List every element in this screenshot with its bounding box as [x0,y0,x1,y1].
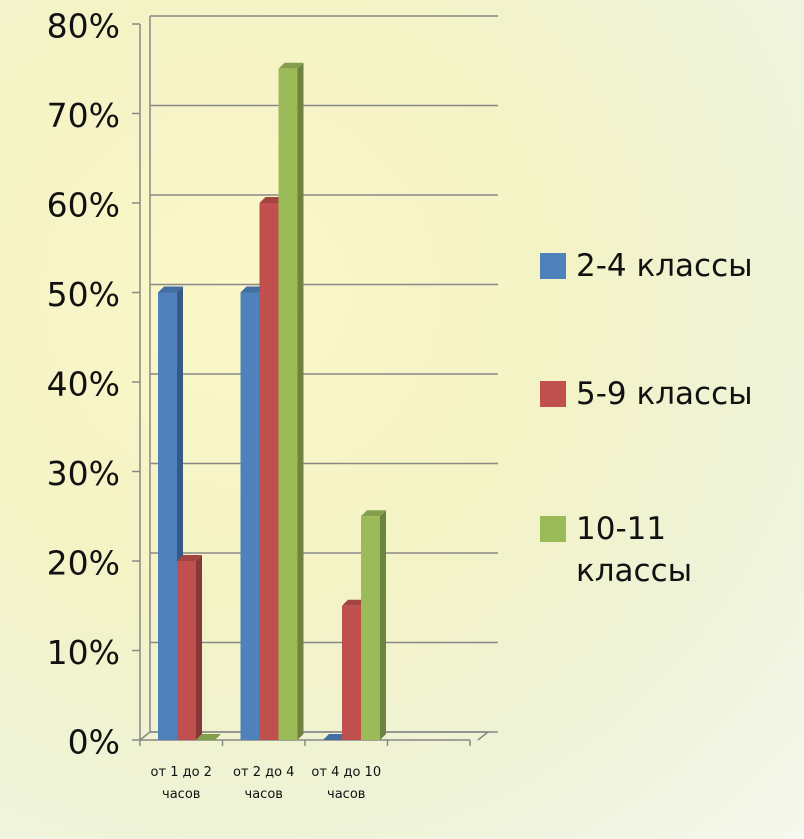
bar [278,68,298,740]
bar [240,292,260,740]
bar-top [278,62,304,69]
bar [158,292,177,740]
bar [259,203,279,740]
legend-swatch [540,381,566,407]
legend-label: 5-9 классы [576,376,753,412]
legend-item: 10-11 классы [540,508,776,592]
y-tick-label: 30% [47,454,120,493]
y-tick-label: 40% [47,365,120,404]
bar-top [259,197,285,203]
y-tick-label: 10% [47,633,120,672]
legend-label: 10-11 классы [576,511,693,589]
legend-swatch [540,253,566,279]
y-tick-label: 0% [68,723,120,762]
legend-label: 2-4 классы [576,248,753,284]
bar-top [342,599,367,606]
bar-top [196,734,221,740]
bar-top [177,555,202,561]
y-tick-label: 60% [47,186,120,225]
bar [361,516,380,740]
bar-top [240,286,266,293]
y-tick-label: 50% [47,275,120,314]
y-tick-label: 20% [47,544,120,583]
y-tick-label: 70% [47,96,120,135]
bar-side [196,555,202,740]
bar-top [158,286,183,293]
bar-top [361,510,386,517]
bar-side [380,510,386,740]
x-tick-label: от 2 до 4 часов [233,765,295,802]
bar-side [297,62,304,740]
bar-top [323,734,348,740]
legend-item: 5-9 классы [540,373,776,415]
bar [342,605,361,740]
bar [177,561,196,740]
legend-swatch [540,516,566,542]
x-tick-label: от 1 до 2 часов [150,765,212,802]
legend-item: 2-4 классы [540,245,776,287]
x-tick-label: от 4 до 10 часов [311,765,382,802]
y-tick-label: 80% [47,7,120,46]
